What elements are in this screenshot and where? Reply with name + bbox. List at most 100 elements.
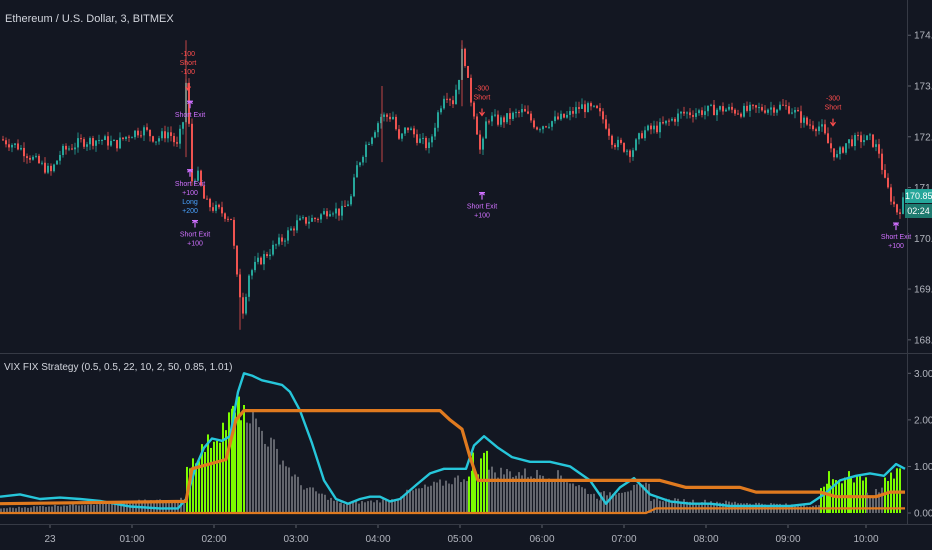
hist-bar-gray [451,484,453,514]
candle-body [887,177,889,188]
signal-label: -100 [181,69,195,76]
candle-body [863,140,865,143]
hist-bar-gray [165,500,167,514]
candle-body [314,217,316,219]
candle-body [503,117,505,123]
hist-bar-gray [114,502,116,514]
hist-bar-gray [21,507,23,514]
candle-body [680,111,682,114]
hist-bar-gray [42,506,44,514]
hist-bar-gray [27,507,29,514]
hist-bar-gray [409,490,411,514]
signal-label: Short Exit [175,112,205,119]
hist-bar-gray [524,468,526,514]
hist-bar-green [483,452,485,514]
candle-body [824,124,826,134]
candle-body [806,117,808,125]
candle-body [533,120,535,128]
price-tick-label: 172.00 [914,132,932,143]
candles [2,40,904,330]
candle-body [776,109,778,113]
candle-body [155,141,157,143]
candle-body [620,139,622,143]
threshold-line [0,409,905,506]
candle-body [434,127,436,137]
candle-body [323,211,325,215]
candle-body [299,218,301,221]
candle-body [827,133,829,144]
candle-body [494,114,496,116]
hist-bar-gray [584,488,586,514]
candle-body [59,155,61,161]
candle-body [128,136,130,138]
vix-histogram [0,396,901,514]
candle-body [641,133,643,139]
last-price-badge: 170.85 [905,189,932,203]
hist-bar-gray [530,476,532,514]
candle-body [332,213,334,215]
hist-bar-gray [162,500,164,514]
hist-bar-gray [90,504,92,514]
candle-body [545,126,547,128]
hist-bar-gray [379,502,381,514]
candle-body [143,127,145,136]
indicator-tick-label: 1.00 [914,462,932,473]
hist-bar-gray [560,475,562,514]
hist-bar-gray [355,501,357,514]
price-tick-label: 171.00 [914,183,932,194]
candle-body [212,207,214,211]
hist-bar-green [216,440,218,514]
hist-bar-gray [430,485,432,514]
candle-body [107,136,109,146]
candle-body [845,143,847,153]
hist-bar-green [850,476,852,514]
candle-body [194,180,196,182]
candle-body [812,125,814,130]
signal-arrow [479,191,485,200]
candle-body [902,197,904,214]
candle-body [215,204,217,211]
candle-body [692,115,694,117]
candle-body [404,127,406,134]
hist-bar-gray [336,500,338,514]
threshold-line [0,507,905,515]
candle-body [362,156,364,163]
hist-bar-gray [349,502,351,514]
hist-bar-gray [171,501,173,514]
candle-body [833,148,835,158]
hist-bar-gray [300,485,302,514]
indicator-title[interactable]: VIX FIX Strategy (0.5, 0.5, 22, 10, 2, 5… [4,362,233,373]
candle-body [254,261,256,271]
hist-bar-green [210,447,212,514]
candle-body [662,122,664,124]
candle-body [593,105,595,107]
signal-label: Short Exit [175,181,205,188]
candle-body [551,121,553,127]
hist-bar-gray [509,471,511,514]
candle-body [536,127,538,130]
candle-body [566,114,568,118]
signal-label: Short Exit [881,234,911,241]
candle-body [716,109,718,116]
candle-body [674,118,676,122]
hist-bar-green [240,420,242,514]
candle-body [347,204,349,207]
candle-body [512,112,514,119]
hist-bar-green [234,412,236,514]
candle-body [497,114,499,125]
hist-bar-gray [246,422,248,514]
hist-bar-gray [521,475,523,514]
price-tick-label: 169.00 [914,285,932,296]
candle-body [146,127,148,130]
candle-body [416,134,418,143]
symbol-title[interactable]: Ethereum / U.S. Dollar, 3, BITMEX [5,13,174,25]
candle-body [83,139,85,147]
hist-bar-gray [500,467,502,514]
candle-body [311,217,313,222]
candle-body [830,143,832,149]
hist-bar-gray [312,487,314,514]
candle-body [350,196,352,205]
candle-body [221,207,223,214]
hist-bar-green [232,405,234,514]
